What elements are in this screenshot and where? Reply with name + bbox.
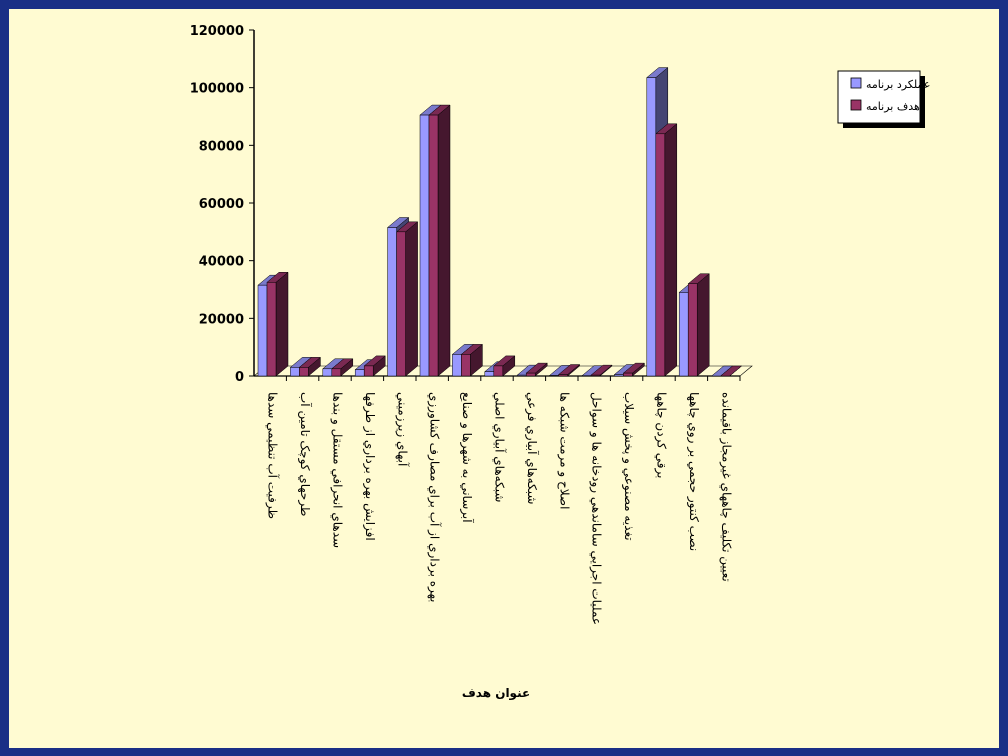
bar-target-10 [557,364,581,377]
y-tick-label: 120000 [190,24,244,39]
x-category-label: آبرساني به شهرها و صنايع [459,392,475,523]
y-tick-label: 80000 [199,139,244,154]
x-category-label: افزايش بهره برداري از طرفها [362,392,377,541]
bar-target-4 [363,355,386,377]
x-category-label: سدهاي انحرافي مستقل و بندها [330,392,345,548]
bar-target-7 [460,343,484,377]
y-tick-label: 40000 [199,255,244,270]
bar-target-8 [493,355,516,377]
x-category-label: نصب کنتور حجمي بر روي چاهها [686,392,701,551]
x-axis-title: عنوان هدف [462,686,530,701]
bar-target-12 [622,362,646,377]
chart-panel [9,9,999,748]
bar-target-13 [655,123,678,377]
legend: عملکرد برنامه هدف برنامه [837,70,930,128]
y-tick-labels: 0 20000 40000 60000 80000 100000 120000 [190,24,244,385]
y-tick-label: 60000 [199,197,244,212]
legend-label-performance: عملکرد برنامه [866,78,930,91]
y-tick-label: 20000 [199,312,244,327]
bar-target-3 [331,358,354,377]
x-category-label: تعيين تکليف چاههاي غيرمجاز باقيمانده [718,392,733,582]
x-category-label: ظرفيت آب تنظيمي سدها [265,392,281,519]
y-tick-label: 100000 [190,82,244,97]
x-category-label: شبکه‌هاي آبياري فرعي [524,392,540,504]
bar-target-14 [687,273,710,377]
x-category-label: شبکه‌هاي آبياري اصلي [492,392,508,502]
x-category-label: آبهاي زيرزميني [394,392,410,467]
x-category-label: بهره برداري از آب براي مصارف کشاورزي [427,392,443,603]
legend-swatch-target [850,99,862,111]
x-category-label: طرحهاي کوچک تامين آب [297,392,313,517]
bar-target-2 [298,356,322,377]
x-category-label: اصلاح و مرمت شبکه ها [556,392,571,509]
legend-label-target: هدف برنامه [866,100,920,113]
x-category-label: عمليات اجرايي ساماندهي رودخانه ها و سواح… [589,392,604,625]
x-category-labels: ظرفيت آب تنظيمي سدها طرحهاي کوچک تامين آب… [265,392,734,625]
bar-target-6 [428,104,451,377]
x-category-label: تغذيه مصنوعي و پخش سيلاب [621,392,636,541]
legend-swatch-performance [850,77,862,89]
bar-target-1 [266,271,289,377]
bar-target-5 [395,221,419,377]
bar-target-11 [590,364,613,377]
x-category-label: برقي کردن چاهها [654,392,669,478]
bar-target-15 [719,365,743,377]
bar-target-9 [525,362,548,377]
chart-bars [257,67,743,377]
y-tick-label: 0 [235,370,244,385]
